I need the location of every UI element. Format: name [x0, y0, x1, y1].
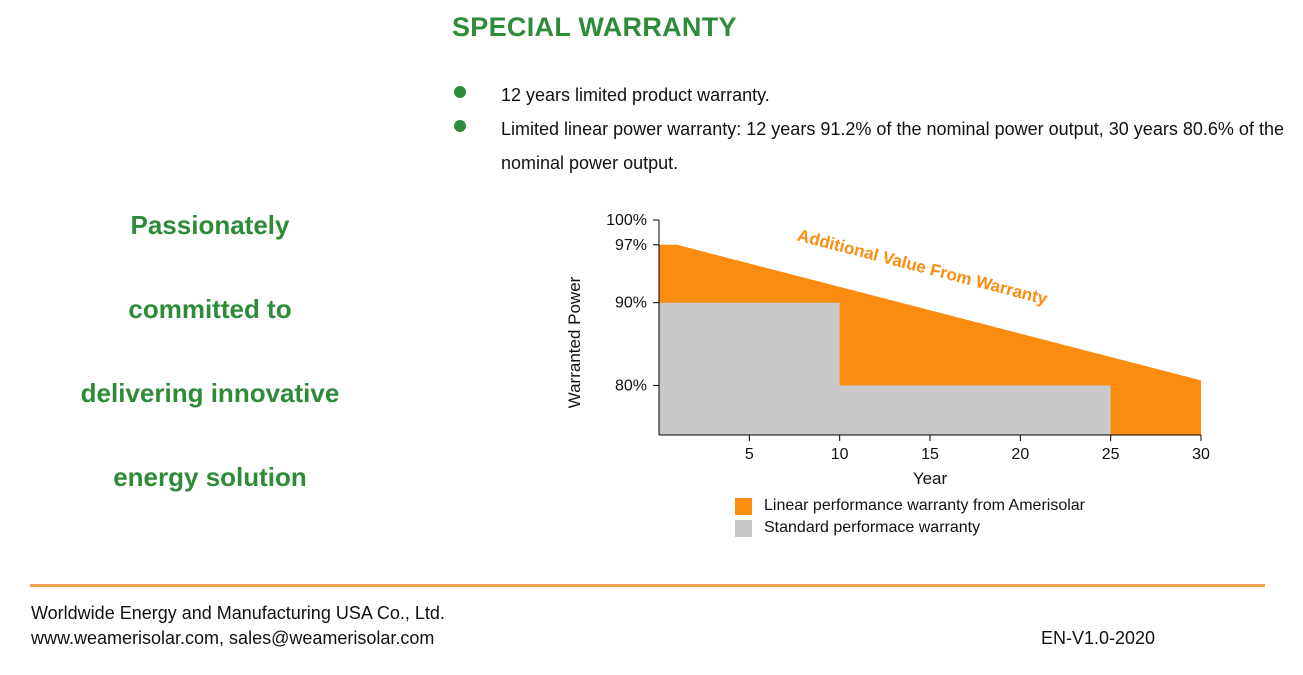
- section-heading: SPECIAL WARRANTY: [452, 12, 737, 42]
- y-tick-label: 100%: [606, 212, 647, 229]
- x-tick-label: 15: [921, 446, 939, 463]
- legend-swatch-gray: [735, 519, 752, 537]
- x-tick-label: 10: [831, 446, 849, 463]
- y-tick-label: 97%: [615, 237, 647, 254]
- legend-label: Standard performace warranty: [764, 519, 981, 536]
- company-name: Worldwide Energy and Manufacturing USA C…: [31, 603, 445, 623]
- x-tick-label: 20: [1011, 446, 1029, 463]
- warranty-bullet-list: 12 years limited product warranty. Limit…: [452, 78, 1284, 180]
- y-tick-label: 90%: [615, 295, 647, 312]
- y-tick-label: 80%: [615, 377, 647, 394]
- legend-item: Linear performance warranty from Ameriso…: [735, 495, 1085, 517]
- chart-legend: Linear performance warranty from Ameriso…: [735, 495, 1085, 539]
- slogan-line: delivering innovative: [80, 378, 340, 408]
- legend-swatch-orange: [735, 497, 752, 515]
- standard-warranty-area: [659, 302, 1111, 435]
- x-tick-label: 5: [745, 446, 754, 463]
- legend-label: Linear performance warranty from Ameriso…: [764, 497, 1086, 514]
- bullet-text: Limited linear power warranty: 12 years …: [501, 119, 1284, 173]
- slogan: Passionately committed to delivering inn…: [30, 200, 390, 536]
- slogan-line: committed to: [128, 294, 292, 324]
- bullet-item: 12 years limited product warranty.: [452, 78, 1284, 112]
- contact-info: www.weamerisolar.com, sales@weamerisolar…: [31, 628, 435, 648]
- x-tick-label: 30: [1192, 446, 1210, 463]
- y-axis-label: Warranted Power: [565, 276, 584, 408]
- warranty-chart: 100% 97% 90% 80% 5 10 15 20 25 30 Year Warranted Po…: [565, 212, 1210, 488]
- bullet-item: Limited linear power warranty: 12 years …: [452, 112, 1284, 180]
- bullet-text: 12 years limited product warranty.: [501, 85, 770, 105]
- footer-divider: [30, 584, 1265, 587]
- footer: Worldwide Energy and Manufacturing USA C…: [31, 601, 445, 651]
- legend-item: Standard performace warranty: [735, 517, 1085, 539]
- x-tick-label: 25: [1102, 446, 1120, 463]
- x-axis-label: Year: [913, 469, 948, 488]
- bullet-dot-icon: [454, 120, 466, 132]
- bullet-dot-icon: [454, 86, 466, 98]
- version-label: EN-V1.0-2020: [1041, 628, 1156, 648]
- slogan-line: Passionately: [130, 210, 290, 240]
- slogan-line: energy solution: [113, 462, 307, 492]
